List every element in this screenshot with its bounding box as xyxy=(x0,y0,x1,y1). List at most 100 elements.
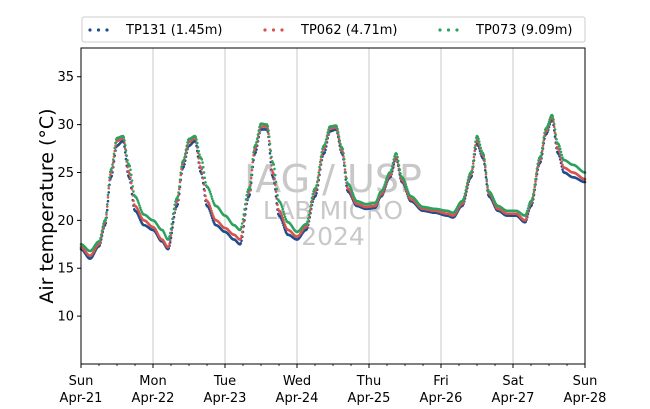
y-tick-label: 15 xyxy=(57,262,74,277)
data-point xyxy=(464,189,468,192)
data-point xyxy=(560,160,564,163)
data-point xyxy=(267,135,271,139)
data-point xyxy=(376,196,380,199)
data-point xyxy=(342,157,346,161)
data-point xyxy=(274,180,278,184)
legend-marker-dot xyxy=(96,28,101,32)
data-point xyxy=(396,159,400,163)
data-point xyxy=(385,176,389,179)
data-point xyxy=(136,199,140,203)
data-point xyxy=(179,171,183,175)
data-point xyxy=(390,165,394,168)
data-point xyxy=(281,216,285,220)
data-point xyxy=(314,194,318,197)
data-point xyxy=(534,172,538,176)
watermark-line-3: 2024 xyxy=(301,222,365,251)
data-point xyxy=(171,220,175,224)
data-point xyxy=(474,140,477,144)
data-point xyxy=(534,180,537,183)
legend-frame xyxy=(81,16,586,43)
legend-marker-dot xyxy=(280,28,284,32)
data-point xyxy=(130,179,134,182)
data-point xyxy=(384,178,388,181)
data-point xyxy=(531,193,535,196)
data-point xyxy=(114,144,117,148)
data-point xyxy=(274,190,278,193)
data-point xyxy=(306,217,310,220)
data-point xyxy=(479,146,483,150)
data-point xyxy=(252,151,255,154)
data-point xyxy=(195,138,198,141)
data-point xyxy=(463,192,467,196)
y-tick-label: 35 xyxy=(57,70,74,85)
data-point xyxy=(177,191,180,194)
data-point xyxy=(541,144,545,147)
data-point xyxy=(202,171,206,174)
data-point xyxy=(551,114,555,118)
data-point xyxy=(525,209,529,213)
data-point xyxy=(173,203,177,207)
data-point xyxy=(244,198,248,201)
x-tick-label-day: Sun xyxy=(573,374,598,389)
data-point xyxy=(267,139,271,143)
data-point xyxy=(125,154,129,158)
data-point xyxy=(339,142,342,146)
data-point xyxy=(132,190,135,193)
series-tp062 xyxy=(79,115,587,258)
data-point xyxy=(470,169,474,173)
data-point xyxy=(317,174,321,177)
data-point xyxy=(167,237,171,240)
data-point xyxy=(211,199,215,203)
data-point xyxy=(168,235,171,238)
data-point xyxy=(318,163,322,167)
data-point xyxy=(250,168,254,172)
data-point xyxy=(390,168,393,171)
data-point xyxy=(112,152,116,156)
legend-marker-dot xyxy=(455,28,459,32)
data-point xyxy=(535,167,539,170)
data-point xyxy=(484,171,488,174)
data-point xyxy=(308,209,312,213)
data-point xyxy=(282,210,285,214)
x-tick-label-date: Apr-25 xyxy=(348,391,391,406)
data-point xyxy=(349,187,353,190)
data-point xyxy=(268,142,272,146)
data-point xyxy=(122,136,126,139)
data-point xyxy=(138,206,142,210)
data-point xyxy=(273,173,277,177)
data-point xyxy=(318,165,321,169)
data-point xyxy=(310,196,314,200)
data-point xyxy=(111,163,114,166)
legend-label-tp062: TP062 (4.71m) xyxy=(300,23,397,38)
data-point xyxy=(527,204,531,208)
data-point xyxy=(195,141,199,145)
data-point xyxy=(546,122,550,126)
data-point xyxy=(525,216,528,219)
data-point xyxy=(107,184,111,187)
data-point xyxy=(326,131,330,134)
data-point xyxy=(276,193,279,197)
data-point xyxy=(204,181,207,184)
data-point xyxy=(552,122,556,126)
data-point xyxy=(548,117,552,121)
data-point xyxy=(113,146,117,150)
data-point xyxy=(201,165,205,169)
data-point xyxy=(530,199,534,202)
data-point xyxy=(483,158,486,161)
data-point xyxy=(316,176,320,179)
data-point xyxy=(467,175,471,179)
data-point xyxy=(280,205,284,208)
data-point xyxy=(242,213,246,216)
data-point xyxy=(113,149,117,153)
data-point xyxy=(251,158,255,161)
data-point xyxy=(167,244,171,248)
data-point xyxy=(251,160,255,164)
data-point xyxy=(477,140,481,143)
data-point xyxy=(281,207,285,211)
data-point xyxy=(462,195,466,199)
legend-label-tp073: TP073 (9.09m) xyxy=(475,23,572,38)
data-point xyxy=(547,120,551,124)
data-point xyxy=(111,161,115,164)
data-point xyxy=(254,143,258,147)
data-point xyxy=(246,190,249,194)
